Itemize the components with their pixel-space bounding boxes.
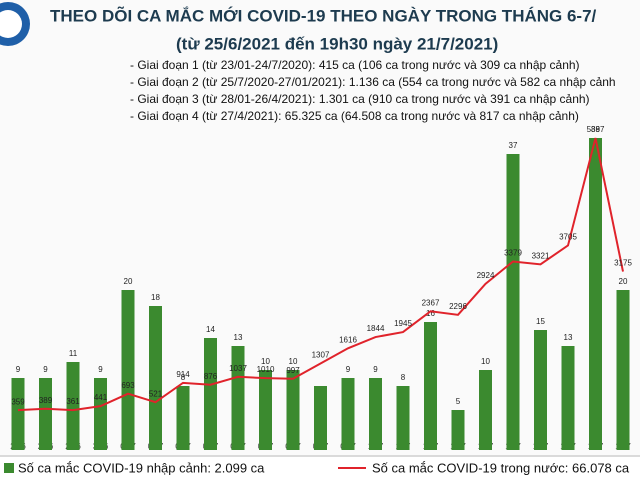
bar xyxy=(451,410,465,450)
line-label: 359 xyxy=(11,397,25,406)
line-label: 3175 xyxy=(614,259,632,268)
line-label: 1010 xyxy=(257,365,275,374)
bar-label: 11 xyxy=(69,349,78,358)
line-label: 1844 xyxy=(367,324,385,333)
bar xyxy=(121,290,135,450)
bar-label: 9 xyxy=(98,365,103,374)
bar-label: 13 xyxy=(234,333,243,342)
line-label: 1945 xyxy=(394,319,412,328)
bar-label: 8 xyxy=(401,373,406,382)
bar-label: 10 xyxy=(289,357,298,366)
line-label: 2924 xyxy=(477,271,495,280)
bar xyxy=(94,378,107,450)
bar-label: 16 xyxy=(426,309,435,318)
line-label: 1307 xyxy=(312,351,330,360)
bar xyxy=(11,378,25,450)
line-label: 997 xyxy=(286,366,300,375)
line-label: 876 xyxy=(204,372,218,381)
bar xyxy=(66,362,80,450)
bar-label: 18 xyxy=(151,293,160,302)
bar xyxy=(396,386,410,450)
bar-label: 10 xyxy=(261,357,270,366)
bar xyxy=(561,346,575,450)
bar-label: 37 xyxy=(509,141,518,150)
bar xyxy=(616,290,630,450)
legend-swatch xyxy=(4,463,14,473)
bar xyxy=(506,154,520,450)
bar-label: 8 xyxy=(181,373,186,382)
bar-label: 14 xyxy=(206,325,215,334)
bar-label: 9 xyxy=(43,365,48,374)
legend-label: Số ca mắc COVID-19 trong nước: 66.078 ca xyxy=(372,460,630,475)
line-label: 914 xyxy=(176,370,190,379)
line-label: 2367 xyxy=(422,298,440,307)
line-label: 389 xyxy=(39,396,53,405)
bar xyxy=(314,386,327,450)
line-label: 5887 xyxy=(587,125,605,134)
line-label: 3705 xyxy=(559,233,577,242)
line-label: 3379 xyxy=(504,249,522,258)
bar xyxy=(231,346,245,450)
bar xyxy=(369,378,382,450)
line xyxy=(17,137,624,412)
bar xyxy=(341,378,355,450)
line-label: 3321 xyxy=(532,251,550,260)
line-label: 2296 xyxy=(449,302,467,311)
bar-label: 13 xyxy=(564,333,573,342)
bar-label: 20 xyxy=(619,277,628,286)
legend-background xyxy=(0,457,640,480)
bar-label: 39 xyxy=(591,125,600,134)
bar xyxy=(534,330,547,450)
note: - Giai đoạn 3 (từ 28/01-26/4/2021): 1.30… xyxy=(130,92,590,106)
bar xyxy=(176,386,190,450)
bar-label: 9 xyxy=(346,365,351,374)
line-label: 441 xyxy=(94,393,108,402)
bar-label: 9 xyxy=(16,365,21,374)
bar xyxy=(589,138,602,450)
chart-subtitle: (từ 25/6/2021 đến 19h30 ngày 21/7/2021) xyxy=(176,34,498,53)
bar xyxy=(479,370,492,450)
bar xyxy=(286,370,300,450)
bar xyxy=(204,338,217,450)
note: - Giai đoạn 1 (từ 23/01-24/7/2020): 415 … xyxy=(130,58,580,72)
bar-label: 9 xyxy=(373,365,378,374)
legend-label: Số ca mắc COVID-19 nhập cảnh: 2.099 ca xyxy=(18,460,265,475)
bar xyxy=(149,306,162,450)
note: - Giai đoạn 2 (từ 25/7/2020-27/01/2021):… xyxy=(130,75,616,89)
line-label: 1616 xyxy=(339,335,357,344)
bar-label: 15 xyxy=(536,317,545,326)
line-label: 693 xyxy=(121,381,135,390)
logo-inner xyxy=(0,10,22,38)
line-label: 1037 xyxy=(229,364,247,373)
bar-label: 10 xyxy=(481,357,490,366)
bar xyxy=(259,370,272,450)
bar xyxy=(424,322,437,450)
line-label: 521 xyxy=(149,389,163,398)
note: - Giai đoạn 4 (từ 27/4/2021): 65.325 ca … xyxy=(130,109,579,123)
chart-title: THEO DÕI CA MẮC MỚI COVID-19 THEO NGÀY T… xyxy=(50,5,597,25)
bar-label: 5 xyxy=(456,397,461,406)
bar-label: 20 xyxy=(124,277,133,286)
bar xyxy=(39,378,52,450)
line-label: 361 xyxy=(66,397,80,406)
